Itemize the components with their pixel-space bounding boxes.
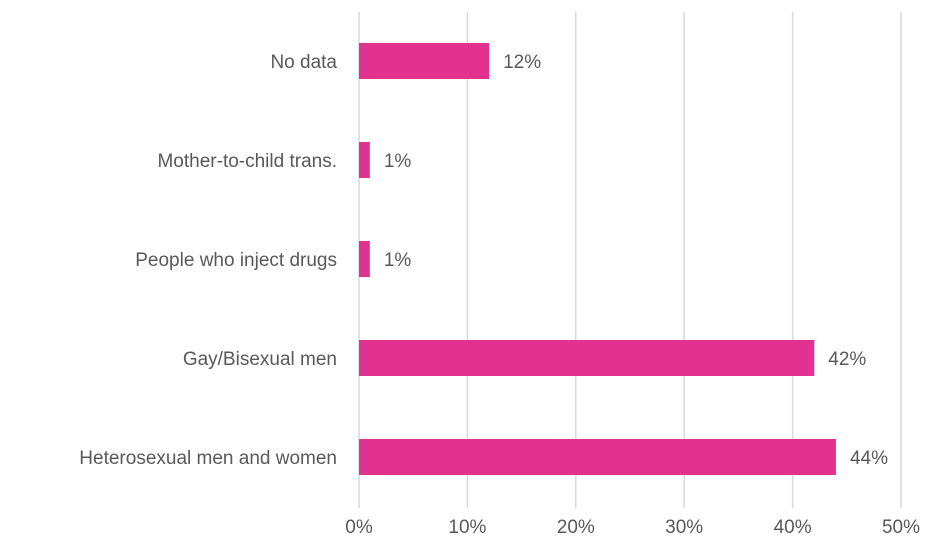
bar (359, 340, 815, 376)
data-label: 12% (503, 52, 541, 73)
category-label: Heterosexual men and women (79, 448, 337, 469)
bar (359, 439, 836, 475)
category-label: People who inject drugs (135, 250, 337, 271)
x-tick-label: 10% (448, 517, 486, 538)
category-label: Gay/Bisexual men (183, 349, 337, 370)
category-label: No data (270, 52, 337, 73)
bar (359, 142, 370, 178)
labels: 0% 10% 20% 30% 40% 50% No data 12% Mother-to-chi… (79, 52, 920, 538)
bars (359, 43, 836, 475)
x-tick-label: 30% (665, 517, 703, 538)
data-label: 44% (850, 448, 888, 469)
gridlines (358, 12, 902, 508)
data-label: 1% (384, 151, 412, 172)
x-tick-label: 40% (774, 517, 812, 538)
category-label: Mother-to-child trans. (157, 151, 337, 172)
data-label: 42% (828, 349, 866, 370)
x-tick-label: 20% (557, 517, 595, 538)
x-tick-label: 0% (345, 517, 373, 538)
bar (359, 43, 490, 79)
x-tick-label: 50% (882, 517, 920, 538)
bar (359, 241, 370, 277)
data-label: 1% (384, 250, 412, 271)
